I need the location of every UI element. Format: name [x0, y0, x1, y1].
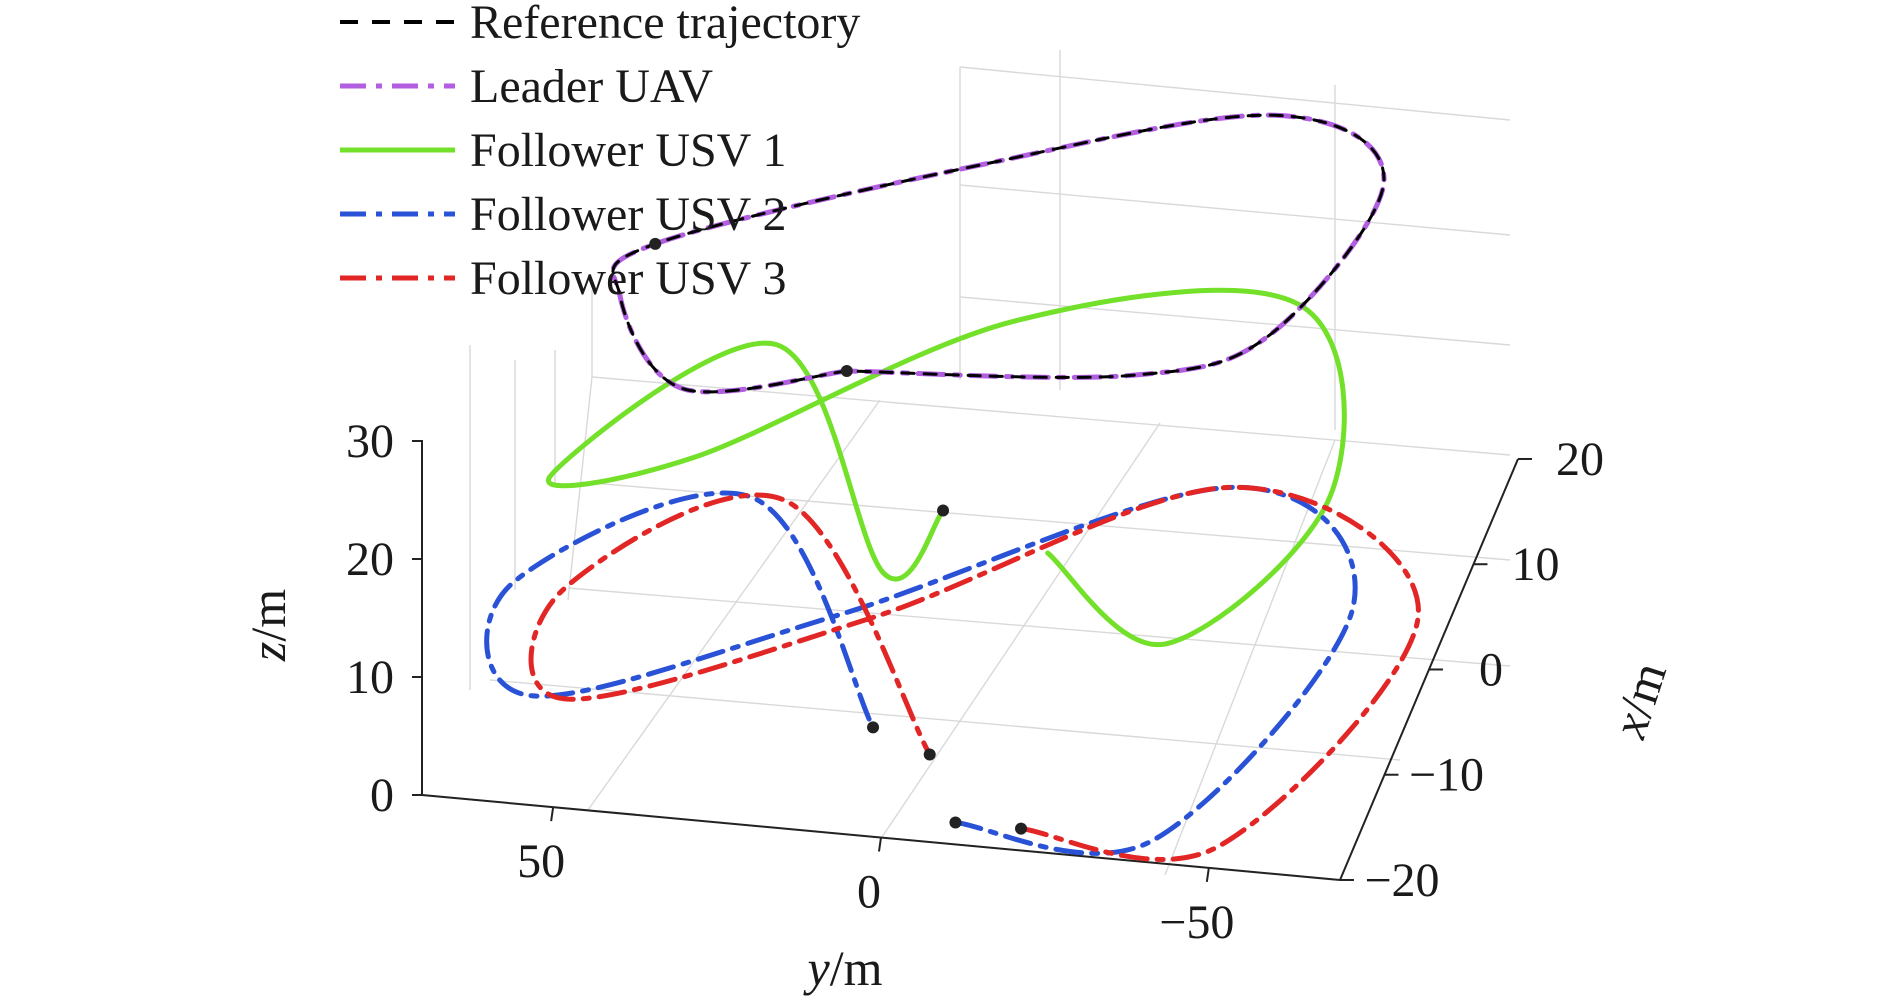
- series-layer: [484, 112, 1421, 862]
- z-axis-label: z/m: [240, 589, 296, 662]
- z-tick-label: 0: [370, 769, 394, 822]
- agent-marker: [937, 504, 950, 517]
- y-axis-label: y/m: [803, 940, 883, 996]
- legend-label: Follower USV 3: [470, 252, 786, 305]
- y-tick-mark: [1205, 867, 1210, 882]
- x-tick-label: 0: [1479, 643, 1503, 696]
- agent-marker: [867, 721, 880, 734]
- z-tick-label: 20: [346, 533, 394, 586]
- y-tick-label: −50: [1159, 896, 1234, 949]
- agent-marker: [649, 237, 662, 250]
- y-tick-mark: [878, 837, 882, 852]
- x-tick-label: 20: [1556, 433, 1604, 486]
- legend-label: Reference trajectory: [470, 0, 860, 49]
- x-tick-label: 10: [1511, 538, 1559, 591]
- z-tick-label: 10: [346, 651, 394, 704]
- x-axis-label: x/m: [1600, 655, 1677, 745]
- agent-marker: [840, 364, 853, 377]
- y-tick-mark: [550, 806, 555, 822]
- z-tick-label: 30: [346, 415, 394, 468]
- y-tick-label: 0: [857, 865, 881, 918]
- axes: [421, 440, 1519, 881]
- x-tick-label: −20: [1364, 854, 1439, 907]
- agent-marker: [923, 748, 936, 761]
- series-line-follower-usv-3: [528, 484, 1421, 862]
- legend: Reference trajectory Leader UAV Follower U…: [340, 0, 860, 305]
- legend-label: Follower USV 2: [470, 188, 786, 241]
- x-tick-label: −10: [1409, 749, 1484, 802]
- y-tick-label: 50: [517, 835, 565, 888]
- series-line-follower-usv-2: [484, 484, 1358, 856]
- agent-marker: [1015, 822, 1028, 835]
- legend-label: Follower USV 1: [470, 124, 786, 177]
- agent-marker: [949, 816, 962, 829]
- series-line-reference-trajectory: [611, 113, 1386, 394]
- legend-label: Leader UAV: [470, 60, 713, 113]
